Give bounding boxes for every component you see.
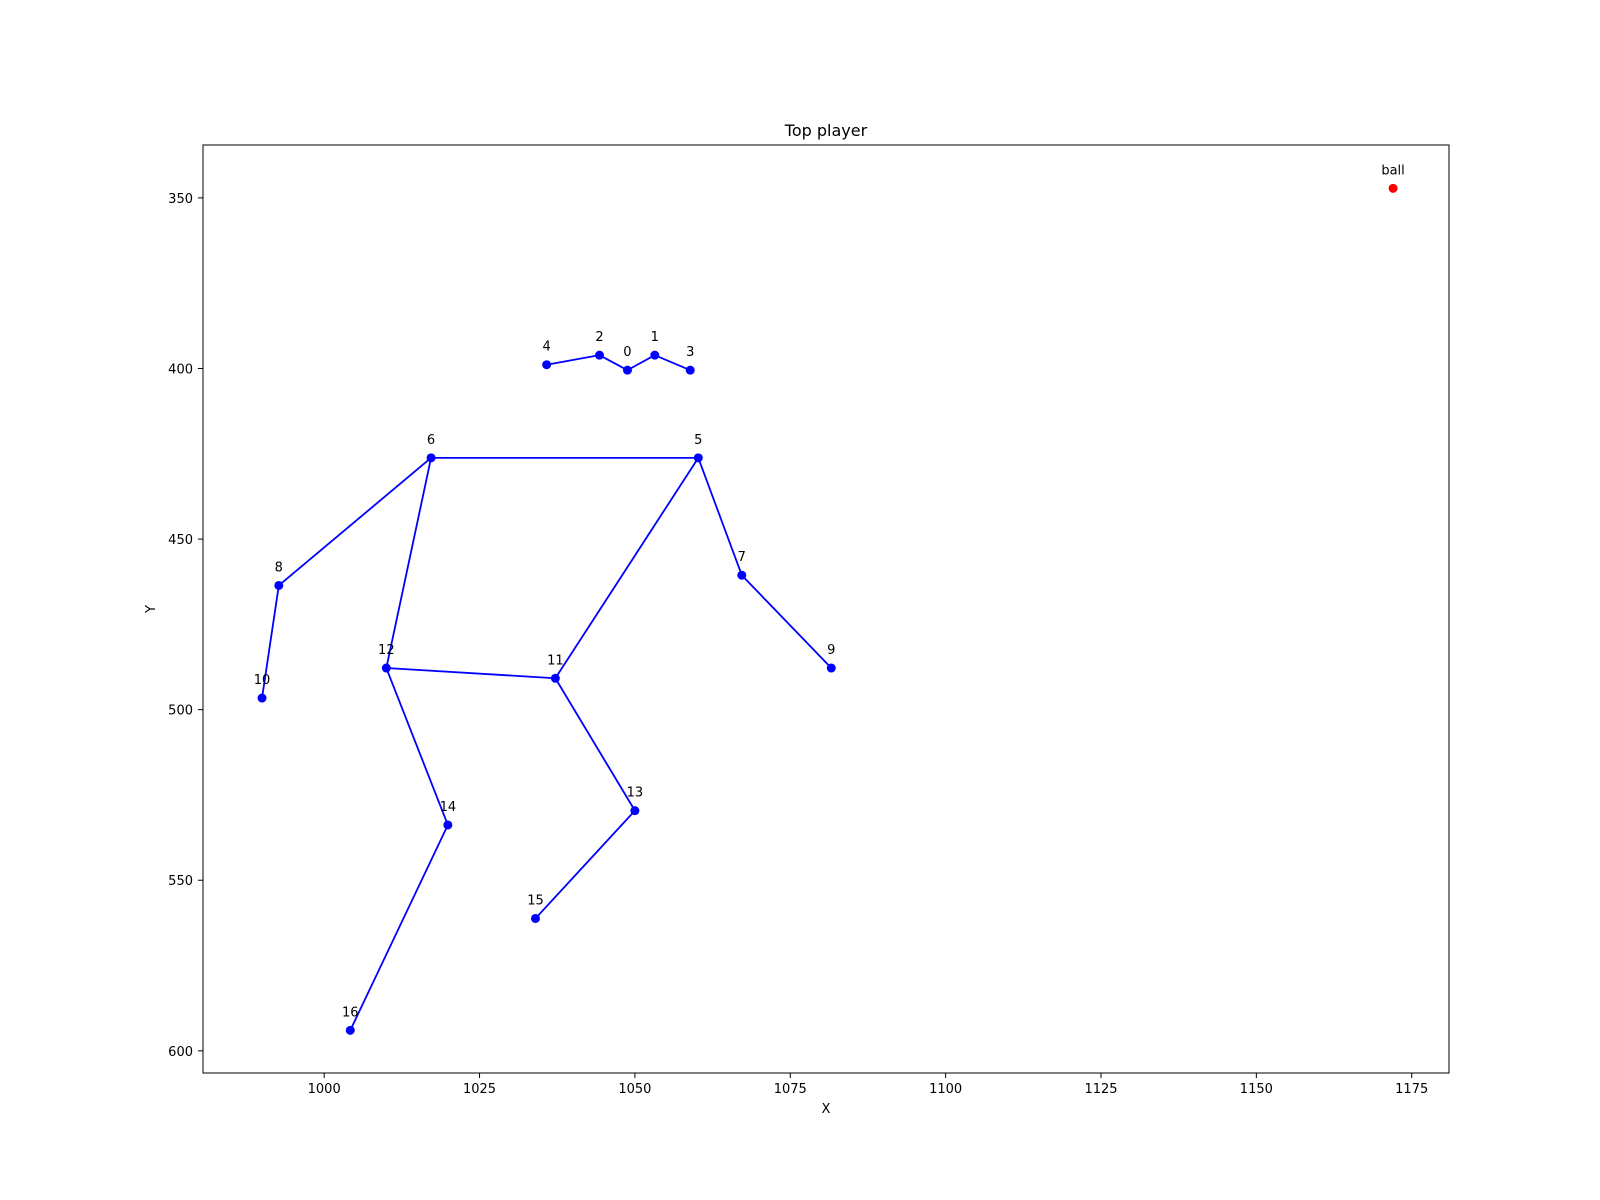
keypoint-label: 15 — [527, 893, 544, 908]
y-tick-label: 600 — [168, 1045, 193, 1060]
keypoint-label: 3 — [686, 345, 694, 360]
keypoint-marker — [594, 350, 604, 360]
keypoint-label: 9 — [827, 643, 835, 658]
keypoint-marker — [530, 913, 540, 923]
keypoint-marker — [257, 693, 267, 703]
keypoint-marker — [826, 663, 836, 673]
x-tick-label: 1175 — [1395, 1082, 1428, 1097]
keypoint-marker — [542, 360, 552, 370]
x-tick-label: 1025 — [463, 1082, 496, 1097]
skeleton-line — [386, 667, 556, 680]
skeleton-line — [554, 677, 636, 812]
x-tick-label: 1050 — [618, 1082, 651, 1097]
keypoint-marker — [685, 365, 695, 375]
ball-marker — [1388, 183, 1398, 193]
skeleton-line — [349, 824, 449, 1031]
keypoint-label: 12 — [378, 643, 395, 658]
keypoint-marker — [650, 350, 660, 360]
keypoint-label: 0 — [623, 345, 631, 360]
y-axis-title: Y — [144, 605, 159, 614]
skeleton-line — [599, 354, 628, 371]
x-tick-label: 1000 — [308, 1082, 341, 1097]
skeleton-line — [261, 585, 280, 699]
x-tick-label: 1100 — [929, 1082, 962, 1097]
y-tick-label: 500 — [168, 704, 193, 719]
keypoint-marker — [381, 663, 391, 673]
x-axis: 1000 1025 1050 1075 1100 1125 1150 1175 — [308, 1073, 1428, 1097]
skeleton-line — [697, 457, 743, 576]
skeleton-line — [534, 810, 636, 920]
skeleton-line — [654, 354, 691, 372]
y-tick-label: 450 — [168, 533, 193, 548]
keypoint-label: 14 — [440, 800, 457, 815]
skeleton-line — [741, 574, 832, 669]
skeleton-line — [554, 457, 700, 679]
y-tick-label: 400 — [168, 362, 193, 377]
keypoint-label: 16 — [342, 1005, 359, 1020]
keypoint-label: 6 — [427, 433, 435, 448]
keypoint-marker — [274, 580, 284, 590]
skeleton-line — [627, 354, 656, 371]
keypoint-label: 1 — [651, 330, 659, 345]
skeleton-line — [385, 457, 432, 669]
x-tick-label: 1150 — [1240, 1082, 1273, 1097]
keypoint-marker — [622, 365, 632, 375]
ball-label: ball — [1381, 163, 1404, 178]
keypoint-marker — [550, 673, 560, 683]
keypoint-marker — [345, 1025, 355, 1035]
keypoint-marker — [737, 570, 747, 580]
keypoint-label: 7 — [738, 550, 746, 565]
keypoint-label: 11 — [547, 653, 564, 668]
keypoint-marker — [693, 453, 703, 463]
x-axis-title: X — [822, 1102, 831, 1117]
keypoint-label: 5 — [694, 433, 702, 448]
keypoint-label: 13 — [627, 786, 644, 801]
keypoint-marker — [630, 806, 640, 816]
keypoint-marker — [443, 820, 453, 830]
skeleton-line — [385, 667, 449, 826]
x-tick-label: 1125 — [1084, 1082, 1117, 1097]
keypoint-label: 2 — [595, 330, 603, 345]
skeleton-lines — [261, 354, 832, 1031]
y-tick-label: 550 — [168, 874, 193, 889]
keypoint-label: 8 — [275, 560, 283, 575]
y-axis: 350 400 450 500 550 600 — [168, 192, 203, 1060]
y-tick-label: 350 — [168, 192, 193, 207]
skeleton-line — [546, 354, 600, 366]
keypoint-label: 10 — [254, 673, 271, 688]
keypoint-marker — [426, 453, 436, 463]
axes-frame — [202, 144, 1450, 1074]
skeleton-line — [278, 457, 432, 587]
chart-title: Top player — [784, 121, 868, 140]
keypoint-label: 4 — [543, 340, 551, 355]
x-tick-label: 1075 — [774, 1082, 807, 1097]
keypoints — [257, 183, 1398, 1035]
